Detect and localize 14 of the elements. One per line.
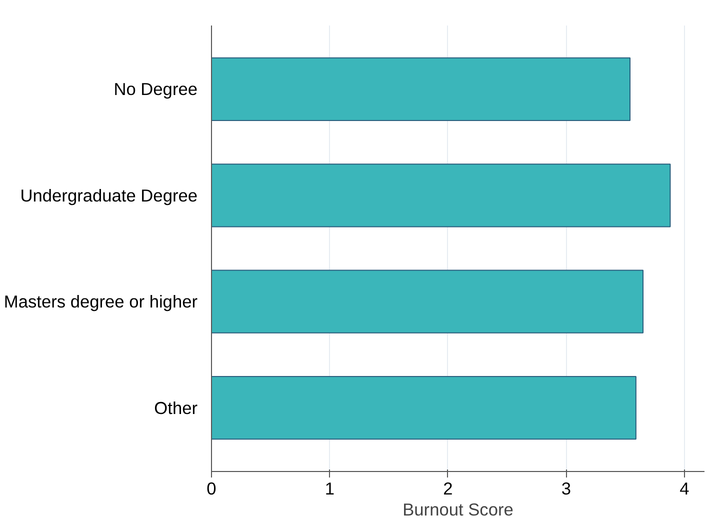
- x-tick-label: 3: [561, 478, 571, 498]
- y-tick-label: Undergraduate Degree: [20, 185, 198, 206]
- bar: [212, 164, 671, 228]
- y-tick-label: No Degree: [114, 79, 198, 100]
- x-tick-label: 1: [324, 478, 335, 498]
- bar: [212, 376, 636, 440]
- y-tick-label: Masters degree or higher: [4, 292, 198, 312]
- bar: [212, 270, 644, 334]
- x-axis-title: Burnout Score: [402, 500, 514, 520]
- x-tick-label: 2: [443, 478, 453, 498]
- y-tick-label: Other: [154, 398, 198, 418]
- x-tick-label: 0: [206, 478, 216, 498]
- bar: [212, 57, 631, 122]
- x-tick-label: 4: [680, 478, 690, 498]
